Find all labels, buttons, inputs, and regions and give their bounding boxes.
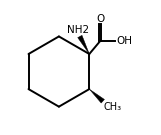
Text: O: O (96, 14, 105, 24)
Text: CH₃: CH₃ (104, 102, 122, 112)
Polygon shape (89, 89, 104, 103)
Polygon shape (78, 35, 89, 54)
Text: OH: OH (116, 36, 132, 45)
Text: NH2: NH2 (67, 25, 90, 35)
